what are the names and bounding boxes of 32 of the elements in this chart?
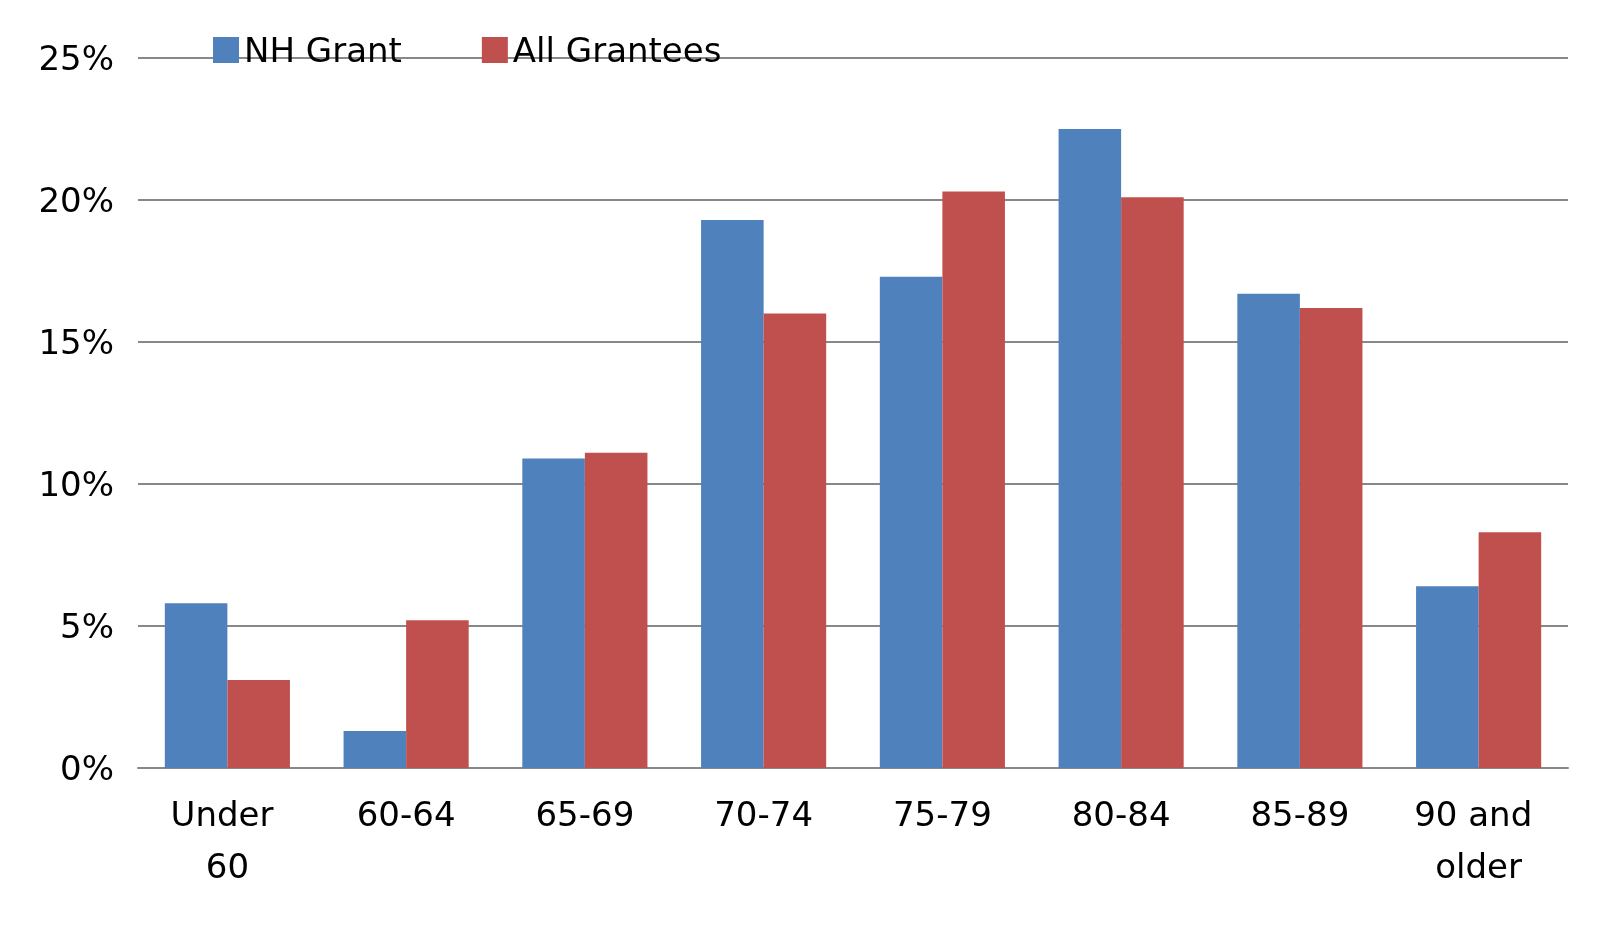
- y-tick-label: 15%: [38, 322, 114, 362]
- bar: [701, 219, 764, 768]
- x-tick-label: 60-64: [356, 794, 456, 834]
- bar: [406, 620, 469, 768]
- y-tick-label: 0%: [60, 748, 114, 788]
- bar: [1478, 532, 1542, 768]
- x-tick-label: 75-79: [892, 794, 992, 834]
- x-tick-label: 65-69: [535, 794, 635, 834]
- bar: [1121, 197, 1184, 768]
- x-tick-label: 80-84: [1071, 794, 1171, 834]
- y-tick-label: 20%: [38, 180, 114, 220]
- legend-label: NH Grant: [244, 30, 402, 70]
- bar: [879, 276, 943, 768]
- bar: [1416, 586, 1479, 768]
- x-tick-label: 85-89: [1250, 794, 1350, 834]
- x-tick-label: 90 and older: [1414, 794, 1544, 886]
- legend-label: All Grantees: [512, 30, 722, 70]
- bar: [1058, 129, 1122, 768]
- bar: [763, 313, 827, 768]
- bar: [227, 679, 290, 768]
- bar: [942, 191, 1005, 768]
- y-tick-label: 10%: [38, 464, 114, 504]
- x-tick-label: 70-74: [714, 794, 814, 834]
- bar: [164, 603, 228, 768]
- bar: [1299, 307, 1363, 768]
- bar: [1237, 293, 1300, 768]
- y-tick-label: 25%: [38, 38, 114, 78]
- bar: [522, 458, 585, 768]
- bar: [584, 452, 648, 768]
- bar: [343, 731, 407, 768]
- x-tick-label: Under 60: [170, 794, 285, 886]
- y-tick-label: 5%: [60, 606, 114, 646]
